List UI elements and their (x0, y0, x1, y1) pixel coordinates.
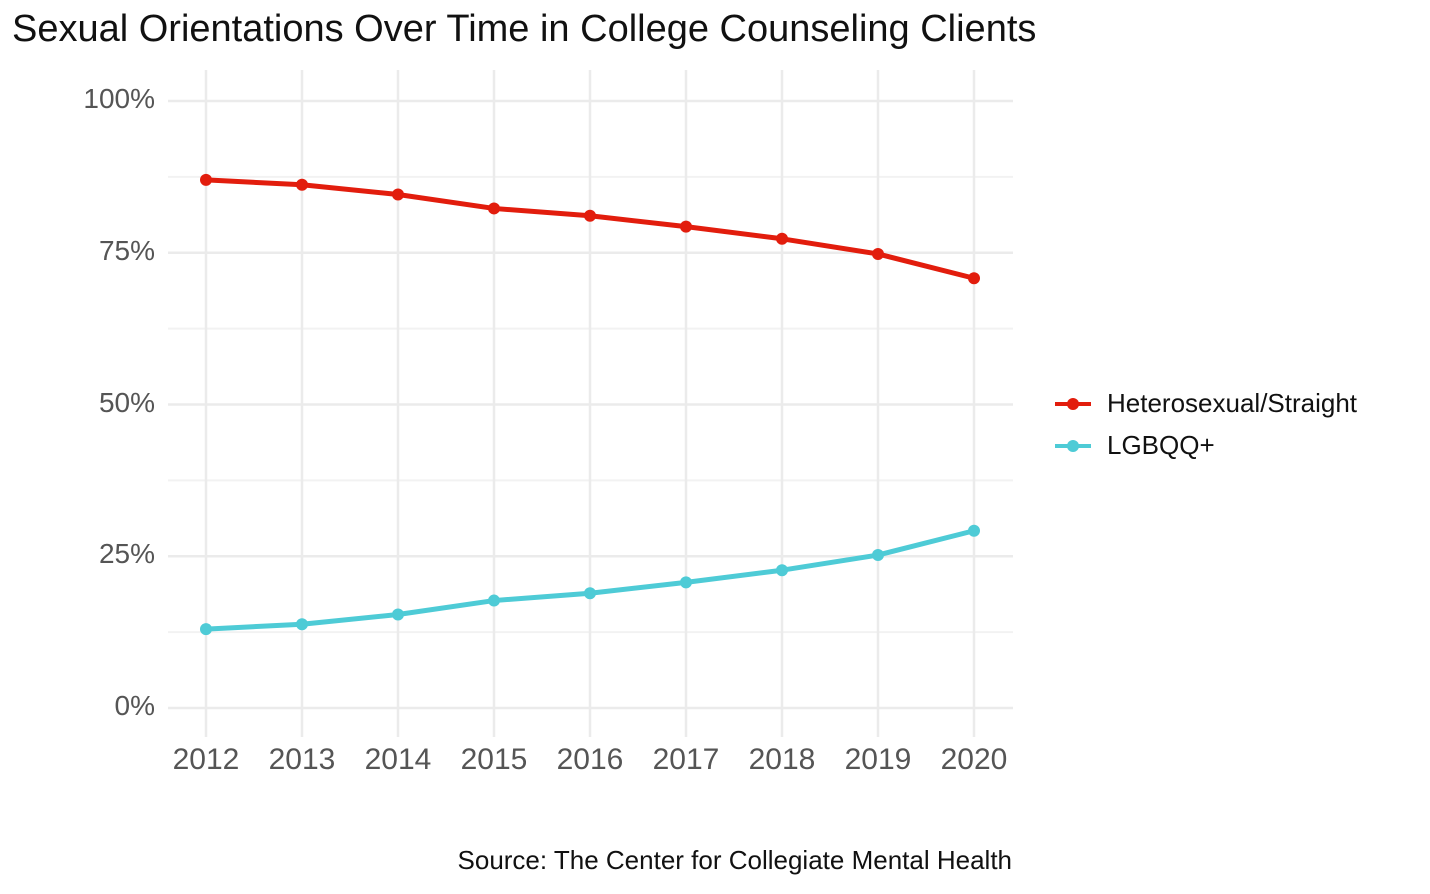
series-0-point (392, 188, 404, 201)
series-0-point (872, 247, 884, 260)
x-tick-label: 2014 (364, 743, 432, 776)
series-1-point (872, 549, 884, 562)
series-points (200, 173, 980, 636)
legend-key-heterosexual (1055, 393, 1091, 413)
y-tick-label: 50% (98, 386, 155, 418)
chart-title: Sexual Orientations Over Time in College… (12, 8, 1037, 50)
series-0-point (200, 173, 212, 186)
series-1-point (200, 623, 212, 636)
x-tick-label: 2013 (268, 743, 336, 776)
legend-item-lgbqq: LGBQQ+ (1055, 424, 1357, 466)
y-tick-label: 0% (114, 690, 155, 721)
series-0-point (680, 220, 692, 233)
source-caption: Source: The Center for Collegiate Mental… (457, 845, 1012, 875)
legend-label-heterosexual: Heterosexual/Straight (1107, 387, 1358, 418)
major-gridlines (168, 70, 1013, 737)
legend-key-lgbqq (1055, 435, 1091, 455)
series-1-point (968, 524, 980, 537)
y-tick-label: 25% (98, 538, 155, 570)
y-tick-label: 75% (98, 234, 155, 266)
series-0-point (584, 209, 596, 222)
series-1-point (680, 576, 692, 589)
y-tick-label: 100% (83, 83, 155, 114)
series-0-point (968, 272, 980, 285)
x-tick-label: 2019 (844, 743, 912, 776)
x-tick-label: 2012 (172, 743, 240, 776)
series-1-point (584, 587, 596, 600)
x-tick-label: 2015 (460, 743, 528, 776)
series-0-point (296, 178, 308, 191)
series-1-point (296, 618, 308, 631)
series-0-point (776, 232, 788, 245)
legend-label-lgbqq: LGBQQ+ (1107, 429, 1215, 460)
series-1-point (776, 564, 788, 577)
series-0-point (488, 202, 500, 215)
legend: Heterosexual/Straight LGBQQ+ (1055, 382, 1357, 466)
legend-item-heterosexual: Heterosexual/Straight (1055, 382, 1357, 424)
x-tick-label: 2018 (748, 743, 816, 776)
series-1-point (488, 594, 500, 607)
series-1-point (392, 608, 404, 621)
x-tick-label: 2020 (940, 743, 1008, 776)
x-tick-label: 2017 (652, 743, 720, 776)
x-tick-label: 2016 (556, 743, 624, 776)
